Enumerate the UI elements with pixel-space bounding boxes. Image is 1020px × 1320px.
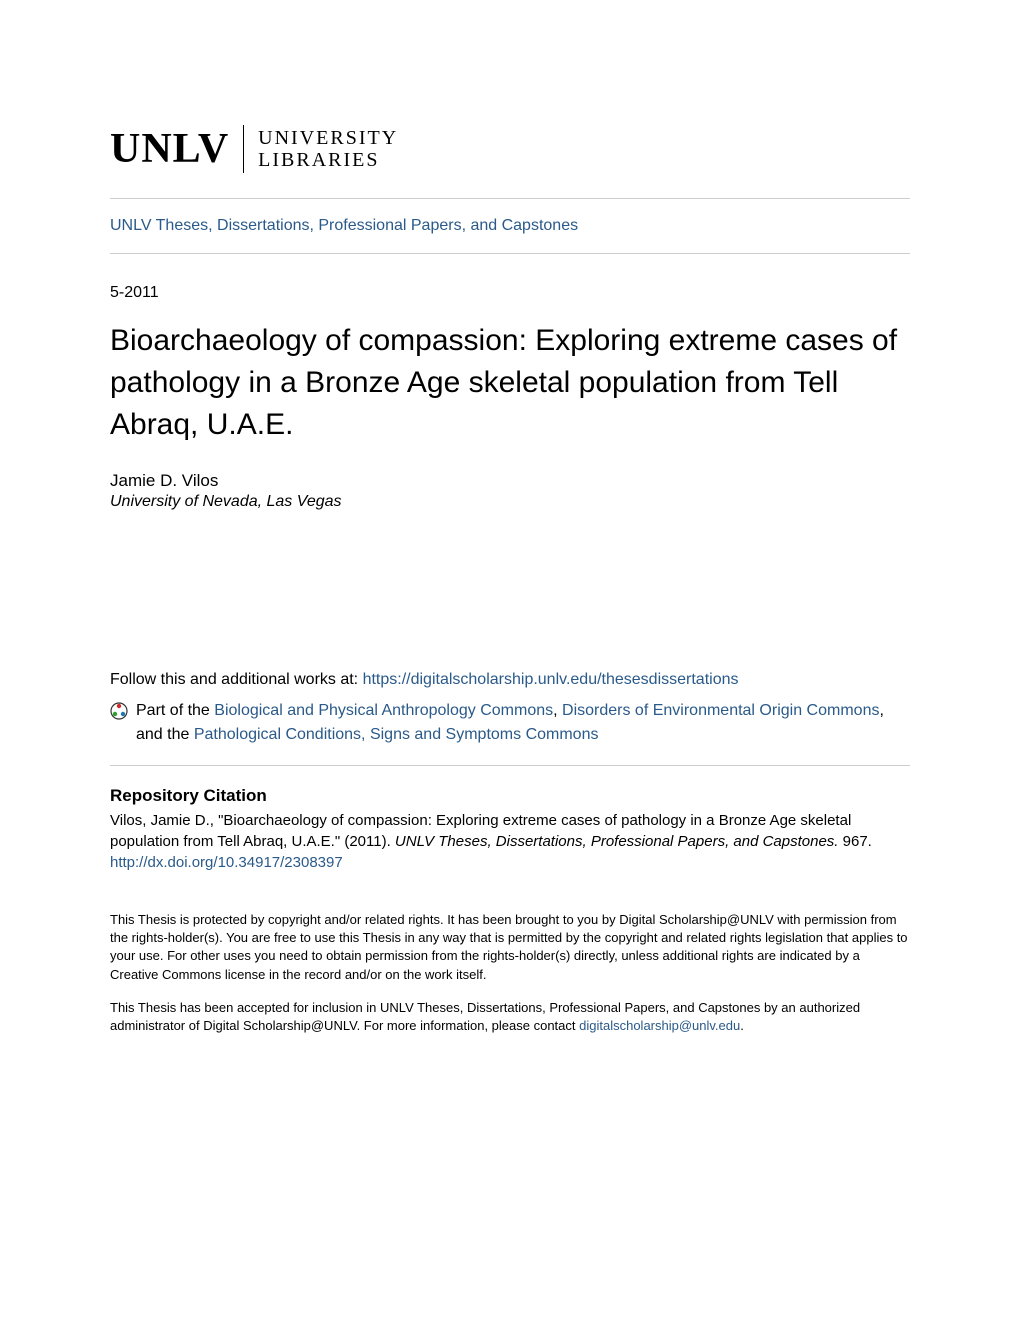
commons-link-1[interactable]: Biological and Physical Anthropology Com… [214, 702, 553, 719]
divider-after-collection [110, 253, 910, 254]
logo-line2: LIBRARIES [258, 149, 379, 171]
citation-part2: 967. [838, 833, 871, 850]
doi-row: http://dx.doi.org/10.34917/2308397 [110, 854, 910, 871]
commons-link-2[interactable]: Disorders of Environmental Origin Common… [562, 702, 879, 719]
spacer [110, 511, 910, 671]
logo-unlv-text: UNLV [110, 125, 229, 173]
part-of-prefix: Part of the [136, 702, 214, 719]
commons-link-3[interactable]: Pathological Conditions, Signs and Sympt… [194, 726, 599, 743]
network-icon [110, 702, 128, 720]
part-of-row: Part of the Biological and Physical Anth… [110, 699, 910, 747]
collection-link[interactable]: UNLV Theses, Dissertations, Professional… [110, 217, 578, 234]
follow-row: Follow this and additional works at: htt… [110, 671, 910, 689]
author-name: Jamie D. Vilos [110, 471, 910, 491]
sep1: , [553, 702, 562, 719]
logo-divider [243, 125, 244, 173]
doi-link[interactable]: http://dx.doi.org/10.34917/2308397 [110, 854, 343, 871]
footer-para2-prefix: This Thesis has been accepted for inclus… [110, 1000, 860, 1033]
footer-para-2: This Thesis has been accepted for inclus… [110, 999, 910, 1035]
divider-before-citation [110, 765, 910, 766]
document-title: Bioarchaeology of compassion: Exploring … [110, 320, 910, 446]
contact-email-link[interactable]: digitalscholarship@unlv.edu [579, 1018, 740, 1033]
logo-libraries-text: UNIVERSITY LIBRARIES [258, 127, 398, 171]
citation-body: Vilos, Jamie D., "Bioarchaeology of comp… [110, 810, 910, 852]
citation-heading: Repository Citation [110, 786, 910, 806]
citation-italic: UNLV Theses, Dissertations, Professional… [395, 833, 839, 850]
logo-container: UNLV UNIVERSITY LIBRARIES [110, 125, 910, 173]
author-affiliation: University of Nevada, Las Vegas [110, 493, 910, 511]
logo-line1: UNIVERSITY [258, 127, 398, 149]
follow-link[interactable]: https://digitalscholarship.unlv.edu/thes… [363, 671, 739, 688]
footer-para-1: This Thesis is protected by copyright an… [110, 911, 910, 984]
footer-para2-suffix: . [740, 1018, 744, 1033]
collection-link-row: UNLV Theses, Dissertations, Professional… [110, 217, 910, 235]
publication-date: 5-2011 [110, 284, 910, 302]
unlv-libraries-logo: UNLV UNIVERSITY LIBRARIES [110, 125, 910, 173]
follow-prefix: Follow this and additional works at: [110, 671, 363, 688]
part-of-text: Part of the Biological and Physical Anth… [136, 699, 910, 747]
divider-top [110, 198, 910, 199]
